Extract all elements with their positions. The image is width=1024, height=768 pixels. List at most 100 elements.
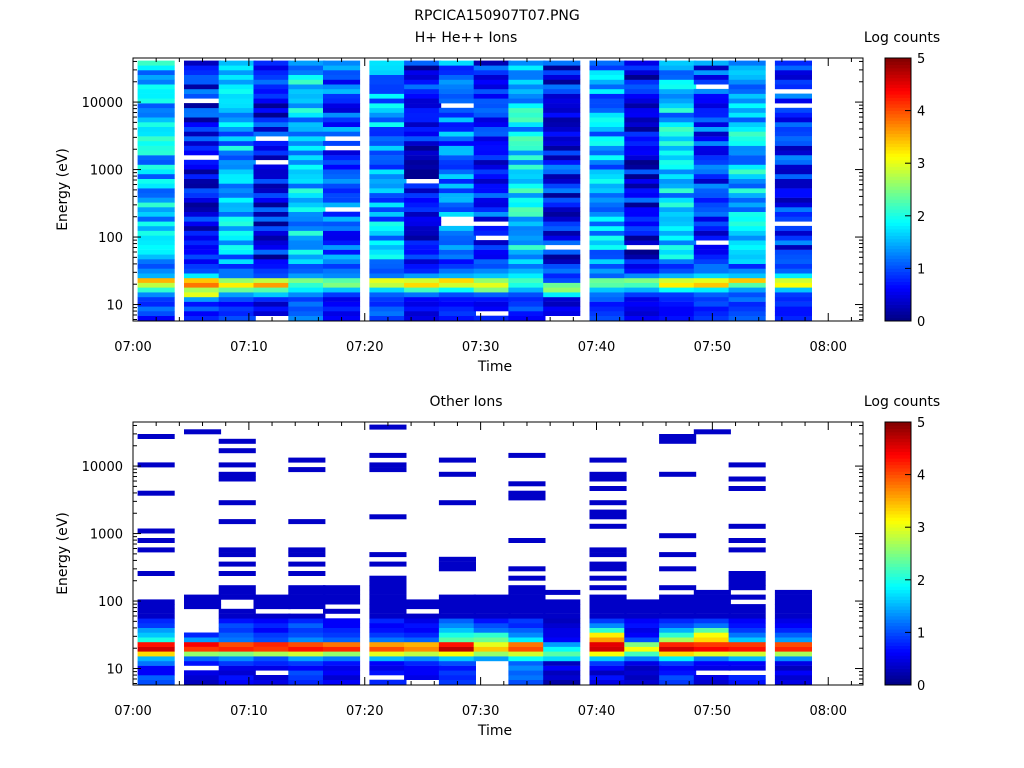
cell-2-46 <box>218 462 256 468</box>
cell-14-26 <box>659 192 697 198</box>
cell-4-41 <box>288 122 326 127</box>
cell-14-24 <box>659 202 697 208</box>
cell-15-19 <box>693 589 731 595</box>
cell-5-34 <box>323 155 361 161</box>
cell-12-16 <box>589 604 627 610</box>
cell-17-47 <box>774 93 812 99</box>
cell-5-2 <box>323 306 361 312</box>
y-tick-label: 10 <box>106 299 123 314</box>
cell-8-47 <box>438 93 476 99</box>
colorbar-segment <box>885 235 911 240</box>
cell-13-5 <box>624 292 662 298</box>
cell-10-6 <box>508 651 546 657</box>
colorbar-segment <box>885 268 911 273</box>
colorbar-segment <box>885 507 911 512</box>
cell-1-44 <box>184 107 222 113</box>
cell-15-18 <box>693 594 731 600</box>
cell-10-7 <box>508 282 546 288</box>
cell-4-15 <box>288 244 326 250</box>
cell-10-46 <box>508 98 546 104</box>
cell-0-17 <box>137 235 175 241</box>
cell-6-23 <box>369 207 407 212</box>
cell-11-18 <box>543 230 581 236</box>
cell-5-9 <box>323 637 361 643</box>
cell-15-15 <box>693 608 731 614</box>
cell-6-47 <box>369 93 407 99</box>
x-tick-label: 07:30 <box>462 340 499 355</box>
cell-5-46 <box>323 98 361 104</box>
cell-17-7 <box>774 646 812 652</box>
cell-6-8 <box>369 277 407 283</box>
cell-13-50 <box>624 79 662 85</box>
cell-13-4 <box>624 296 662 302</box>
cell-3-15 <box>253 244 291 250</box>
cell-14-21 <box>659 216 697 222</box>
cell-7-32 <box>404 164 442 170</box>
cell-17-46 <box>774 98 812 104</box>
cell-14-1 <box>659 311 697 316</box>
cell-12-10 <box>589 632 627 638</box>
cell-3-47 <box>253 93 291 99</box>
x-axis-label: Time <box>477 723 512 739</box>
colorbar-segment <box>885 255 911 259</box>
cell-4-50 <box>288 79 326 85</box>
cell-10-53 <box>508 65 546 71</box>
cell-1-22 <box>184 211 222 217</box>
cell-12-38 <box>589 500 627 506</box>
colorbar-segment <box>885 81 911 85</box>
cell-0-33 <box>137 159 175 165</box>
colorbar-segment <box>885 314 911 319</box>
cell-16-41 <box>728 486 766 491</box>
cell-7-48 <box>404 88 442 94</box>
cell-15-27 <box>693 188 731 194</box>
cell-0-40 <box>137 126 175 132</box>
cell-4-0 <box>288 315 326 321</box>
cell-5-27 <box>323 188 361 194</box>
cell-12-41 <box>589 486 627 491</box>
cell-6-12 <box>369 259 407 264</box>
colorbar-segment <box>885 546 911 551</box>
cell-7-17 <box>404 235 442 241</box>
cell-2-1 <box>218 675 256 680</box>
cell-15-9 <box>693 637 731 643</box>
cell-16-0 <box>728 315 766 321</box>
cell-7-11 <box>404 263 442 269</box>
cell-8-25 <box>438 197 476 203</box>
cell-14-8 <box>659 641 697 647</box>
colorbar-segment <box>885 192 911 197</box>
cell-14-44 <box>659 471 697 477</box>
colorbar-segment <box>885 215 911 220</box>
cell-6-32 <box>369 164 407 170</box>
cell-12-25 <box>589 561 627 567</box>
cell-8-46 <box>438 98 476 104</box>
x-tick-label: 07:30 <box>462 704 499 719</box>
cell-0-29 <box>137 178 175 184</box>
cell-9-8 <box>473 641 511 647</box>
colorbar-segment <box>885 445 911 449</box>
cell-10-10 <box>508 268 546 274</box>
cell-17-0 <box>774 679 812 685</box>
cell-7-21 <box>404 216 442 222</box>
cell-16-1 <box>728 311 766 316</box>
cell-6-35 <box>369 150 407 156</box>
cell-10-1 <box>508 675 546 680</box>
cell-7-45 <box>404 103 442 109</box>
cell-13-52 <box>624 70 662 75</box>
cell-10-17 <box>508 235 546 241</box>
cell-11-13 <box>543 618 581 624</box>
cell-6-50 <box>369 79 407 85</box>
cell-6-39 <box>369 131 407 137</box>
cell-1-2 <box>184 670 222 676</box>
cell-6-12 <box>369 623 407 628</box>
colorbar-segment <box>885 448 911 452</box>
colorbar-segment <box>885 510 911 515</box>
cell-17-3 <box>774 301 812 307</box>
cell-12-39 <box>589 131 627 137</box>
cell-5-48 <box>323 88 361 94</box>
cell-15-25 <box>693 197 731 203</box>
cell-5-43 <box>323 112 361 118</box>
cell-12-20 <box>589 221 627 227</box>
cell-0-17 <box>137 599 175 605</box>
colorbar-segment <box>885 560 911 564</box>
cell-3-10 <box>253 632 291 638</box>
